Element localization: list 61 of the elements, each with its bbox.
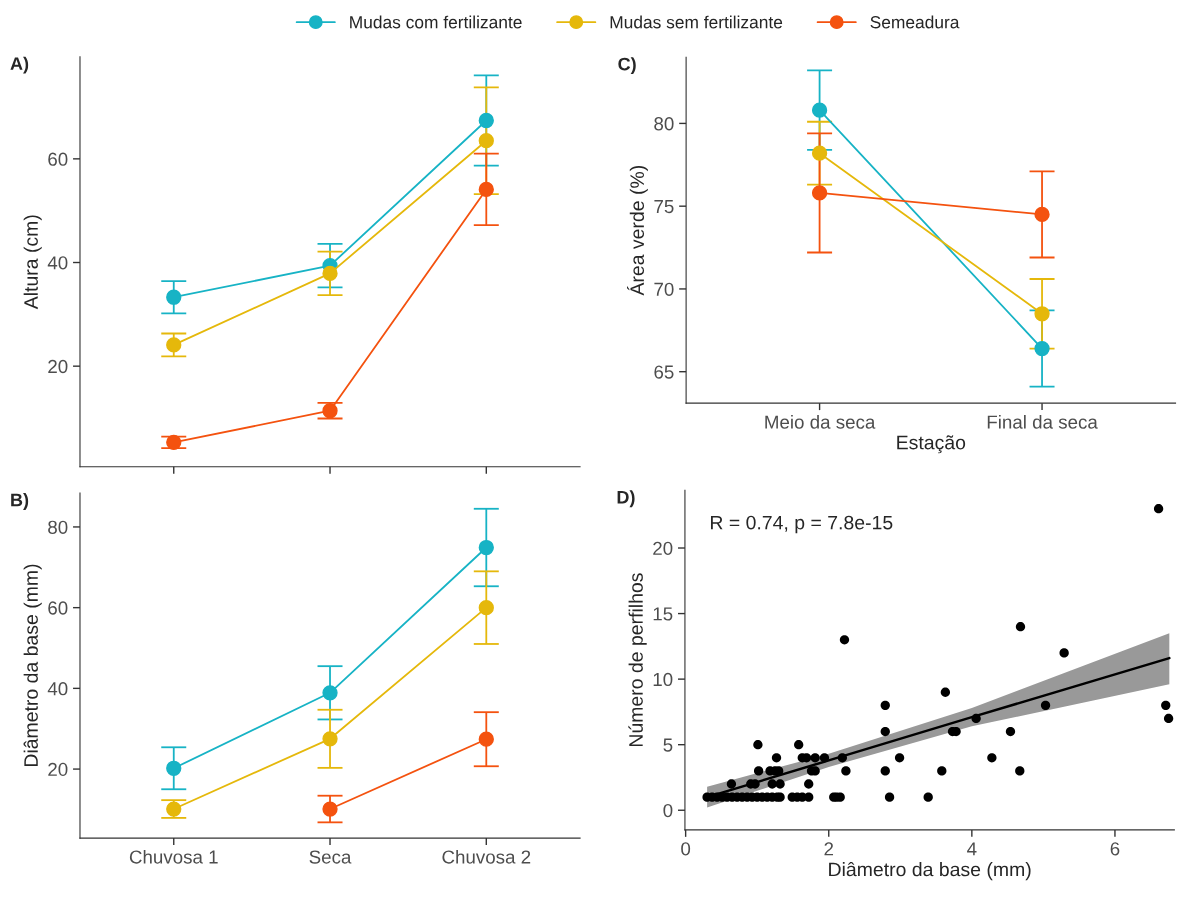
legend-label: Mudas com fertilizante <box>350 15 522 29</box>
point <box>478 181 494 198</box>
point <box>322 685 338 701</box>
x-tick-label: 0 <box>681 842 691 856</box>
chart-title: D) <box>617 490 635 508</box>
point <box>166 434 182 450</box>
point <box>1034 306 1050 322</box>
y-tick-label: 40 <box>47 256 68 270</box>
legend-label: Semeadura <box>870 15 960 29</box>
y-tick-label: 80 <box>654 117 674 131</box>
y-axis-title: Área verde (%) <box>627 166 648 296</box>
x-tick-label: Final da seca <box>987 414 1098 429</box>
point <box>478 539 494 556</box>
y-tick-label: 10 <box>653 672 673 687</box>
chart-title: A) <box>10 56 29 74</box>
point <box>1034 206 1050 223</box>
point <box>478 731 494 747</box>
y-tick-label: 5 <box>663 738 673 752</box>
y-tick-label: 20 <box>653 541 673 555</box>
y-tick-label: 15 <box>653 607 673 621</box>
chart-title: B) <box>11 493 29 510</box>
point <box>166 337 182 353</box>
point <box>322 403 338 419</box>
y-tick-label: 20 <box>48 762 68 777</box>
y-tick-label: 75 <box>654 200 674 214</box>
point <box>811 102 828 118</box>
y-tick-label: 60 <box>48 152 68 166</box>
point <box>322 731 338 747</box>
point <box>322 265 338 282</box>
x-axis-title: Diâmetro da base (mm) <box>829 861 1031 881</box>
point <box>166 289 182 305</box>
y-tick-label: 60 <box>48 601 68 615</box>
annotation: R = 0.74, p = 7.8e-15 <box>711 515 893 534</box>
point <box>166 801 182 817</box>
point <box>478 600 494 616</box>
y-tick-label: 65 <box>654 365 674 379</box>
x-tick-label: Meio da seca <box>765 414 876 429</box>
point <box>166 760 182 776</box>
x-tick-label: Seca <box>309 850 352 864</box>
x-tick-label: 6 <box>1110 842 1120 856</box>
point <box>811 185 828 201</box>
x-tick-label: Chuvosa 1 <box>129 849 218 864</box>
y-axis-title: Diâmetro da base (mm) <box>23 564 42 767</box>
point <box>811 145 828 161</box>
legend-label: Mudas sem fertilizante <box>610 15 783 29</box>
y-tick-label: 80 <box>48 520 68 534</box>
y-tick-label: 20 <box>48 359 68 374</box>
point <box>478 133 494 149</box>
x-tick-label: 2 <box>824 842 834 856</box>
point <box>322 801 338 817</box>
y-axis-title: Número de perfilhos <box>628 573 647 747</box>
y-tick-label: 40 <box>47 682 68 696</box>
y-tick-label: 70 <box>654 282 674 296</box>
chart-title: C) <box>618 57 636 75</box>
x-axis-title: Estação <box>897 435 966 454</box>
point <box>1034 340 1050 357</box>
y-tick-label: 0 <box>663 803 673 818</box>
y-axis-title: Altura (cm) <box>23 215 42 310</box>
x-tick-label: 4 <box>967 842 977 856</box>
point <box>478 112 494 129</box>
x-tick-label: Chuvosa 2 <box>442 849 531 864</box>
